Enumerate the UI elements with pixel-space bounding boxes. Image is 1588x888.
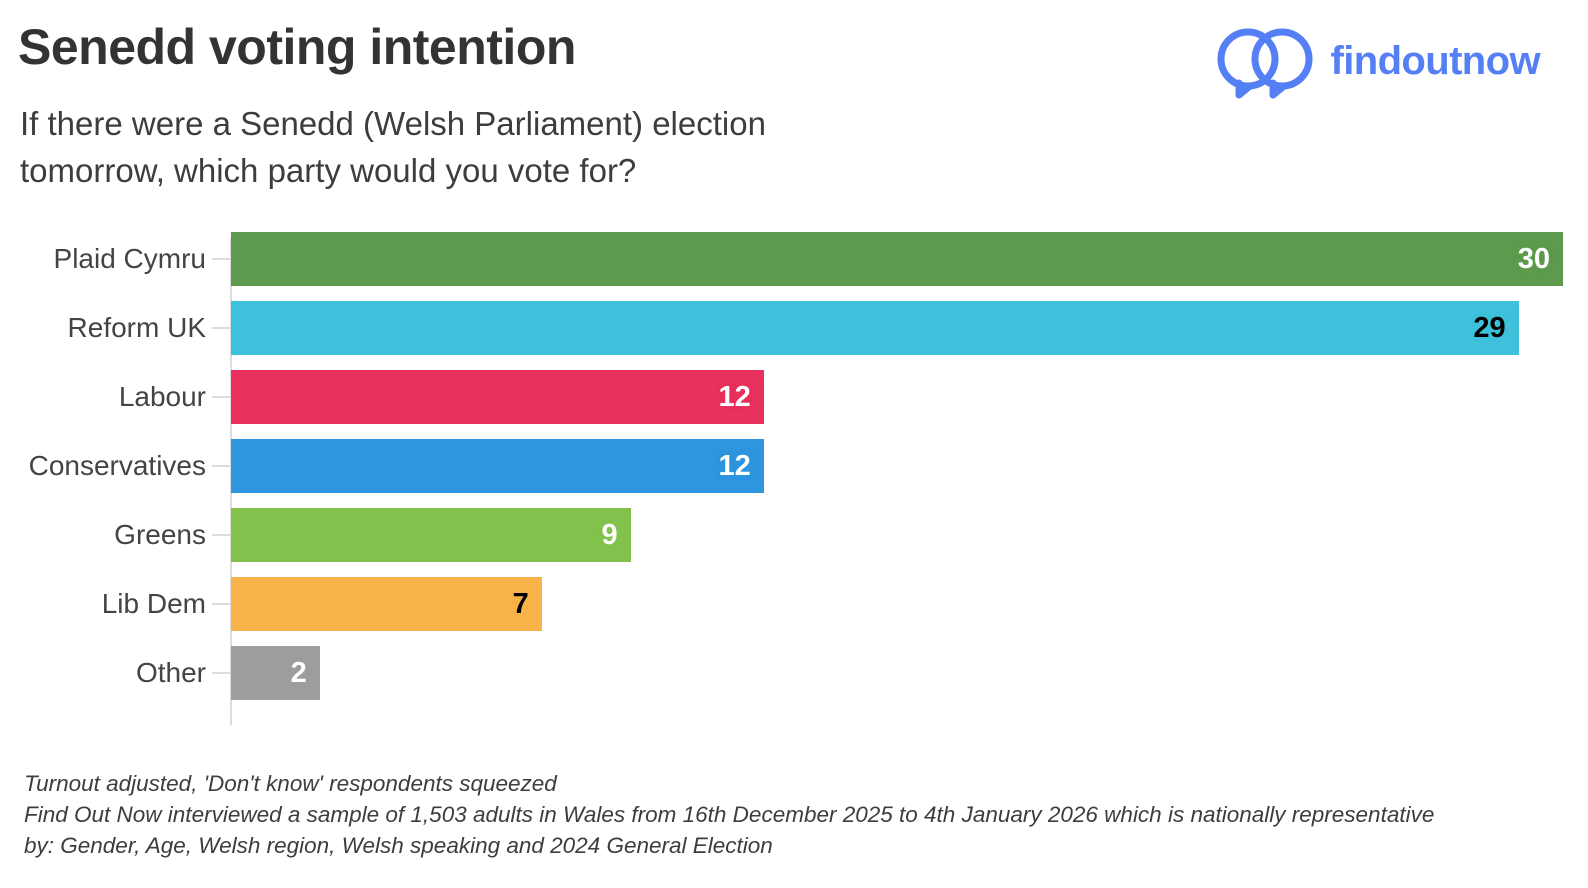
footnote-methodology: Find Out Now interviewed a sample of 1,5…: [24, 802, 1435, 858]
bar[interactable]: 7: [231, 577, 542, 631]
axis-tick-mark: [212, 672, 230, 674]
bar-category-label: Greens: [114, 519, 206, 550]
bar[interactable]: 29: [231, 301, 1519, 355]
axis-tick-mark: [212, 465, 230, 467]
bar-value-label: 2: [290, 656, 307, 689]
bar-category-label: Labour: [118, 381, 206, 412]
bar-chart: Plaid Cymru 30 Reform UK 29 Labour 12 Conserva…: [0, 232, 1588, 737]
axis-tick-mark: [212, 396, 230, 398]
bar-category-label: Reform UK: [67, 312, 206, 343]
bar-value-label: 7: [512, 587, 529, 620]
page-title: Senedd voting intention: [18, 19, 576, 75]
bar-value-label: 12: [718, 449, 751, 482]
bar[interactable]: 2: [231, 646, 320, 700]
bar-category-label: Conservatives: [28, 450, 206, 481]
bar-row: Conservatives 12: [0, 439, 1588, 508]
findoutnow-logo[interactable]: findoutnow: [1217, 22, 1541, 100]
bar-row: Other 2: [0, 646, 1588, 715]
bar-row: Greens 9: [0, 508, 1588, 577]
chart-header: Senedd voting intention If there were a …: [0, 0, 1588, 210]
bar-row: Reform UK 29: [0, 301, 1588, 370]
bar-category-label: Plaid Cymru: [53, 243, 206, 274]
bar-value-label: 12: [718, 380, 751, 413]
bar[interactable]: 9: [231, 508, 631, 562]
bar-rows: Plaid Cymru 30 Reform UK 29 Labour 12 Conserva…: [0, 232, 1588, 715]
bar-category-label: Lib Dem: [101, 588, 206, 619]
bar-row: Labour 12: [0, 370, 1588, 439]
bar-row: Lib Dem 7: [0, 577, 1588, 646]
bar-value-label: 29: [1473, 311, 1506, 344]
bar-value-label: 30: [1517, 242, 1550, 275]
bar[interactable]: 30: [231, 232, 1563, 286]
axis-tick-mark: [212, 327, 230, 329]
chart-subtitle: If there were a Senedd (Welsh Parliament…: [20, 105, 766, 189]
bar-row: Plaid Cymru 30: [0, 232, 1588, 301]
bar[interactable]: 12: [231, 439, 764, 493]
bar[interactable]: 12: [231, 370, 764, 424]
axis-tick-mark: [212, 603, 230, 605]
two-overlapping-speech-bubbles-icon: [1217, 28, 1313, 99]
logo-wordmark: findoutnow: [1330, 38, 1541, 83]
footnote-turnout: Turnout adjusted, 'Don't know' responden…: [24, 771, 557, 796]
chart-footnotes: Turnout adjusted, 'Don't know' responden…: [24, 768, 1574, 861]
bar-value-label: 9: [601, 518, 618, 551]
bar-category-label: Other: [135, 657, 206, 688]
axis-tick-mark: [212, 258, 230, 260]
axis-tick-mark: [212, 534, 230, 536]
